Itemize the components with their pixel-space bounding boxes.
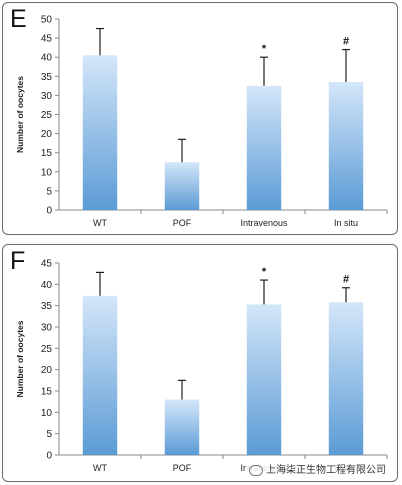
y-tick-label: 30 <box>41 323 53 334</box>
y-tick-label: 15 <box>41 387 53 398</box>
watermark-text: 上海柒正生物工程有限公司 <box>266 465 386 476</box>
bar <box>82 295 118 455</box>
y-tick-label: 35 <box>41 301 53 312</box>
panel-label: E <box>10 5 27 33</box>
significance-marker: * <box>262 266 267 278</box>
y-tick-label: 10 <box>41 408 53 419</box>
y-tick-label: 40 <box>41 53 53 64</box>
significance-marker: # <box>343 274 349 286</box>
bar-chart-f: Number of oocytes 0 5 10 15 20 25 30 35 40 45 WT POF… <box>15 259 388 473</box>
bar <box>246 85 282 210</box>
y-tick-label: 35 <box>41 72 53 83</box>
y-tick-label: 40 <box>41 280 53 291</box>
bar <box>328 302 364 455</box>
bar <box>328 82 364 210</box>
x-tick-label: POF <box>173 218 192 228</box>
significance-marker: # <box>343 36 349 48</box>
x-tick-label: WT <box>93 218 107 228</box>
y-tick-label: 45 <box>41 259 53 270</box>
chart-panel-f: F Number of oocytes 0 5 10 15 20 25 30 35 40 45 WT P… <box>2 244 398 482</box>
bar <box>246 304 282 455</box>
y-axis-label: Number of oocytes <box>15 76 25 153</box>
bar <box>164 399 200 455</box>
x-tick-label: POF <box>173 463 192 473</box>
y-tick-label: 25 <box>41 344 53 355</box>
y-tick-label: 15 <box>41 148 53 159</box>
significance-marker: * <box>262 43 267 55</box>
wechat-icon <box>249 464 263 476</box>
y-tick-label: 10 <box>41 167 53 178</box>
x-tick-label: Intravenous <box>240 218 288 228</box>
bar <box>164 162 200 210</box>
x-tick-label: In situ <box>334 218 358 228</box>
y-tick-label: 0 <box>46 451 52 462</box>
watermark: 上海柒正生物工程有限公司 <box>246 460 389 477</box>
y-tick-label: 25 <box>41 110 53 121</box>
y-tick-label: 50 <box>41 15 53 26</box>
y-tick-label: 30 <box>41 91 53 102</box>
bar-chart-e: Number of oocytes 0 5 10 15 20 25 30 35 40 45 50 WT P… <box>15 15 388 228</box>
y-axis-label: Number of oocytes <box>15 320 25 397</box>
bar <box>82 55 118 210</box>
y-tick-label: 5 <box>46 186 52 197</box>
y-tick-label: 45 <box>41 34 53 45</box>
y-tick-label: 5 <box>46 429 52 440</box>
x-tick-label: WT <box>93 463 107 473</box>
y-tick-label: 0 <box>46 206 52 217</box>
y-tick-label: 20 <box>41 129 53 140</box>
chart-panel-e: E Number of oocytes 0 5 10 15 20 25 30 35 40 45 50 W… <box>2 2 398 235</box>
panel-label: F <box>10 247 26 275</box>
y-tick-label: 20 <box>41 365 53 376</box>
